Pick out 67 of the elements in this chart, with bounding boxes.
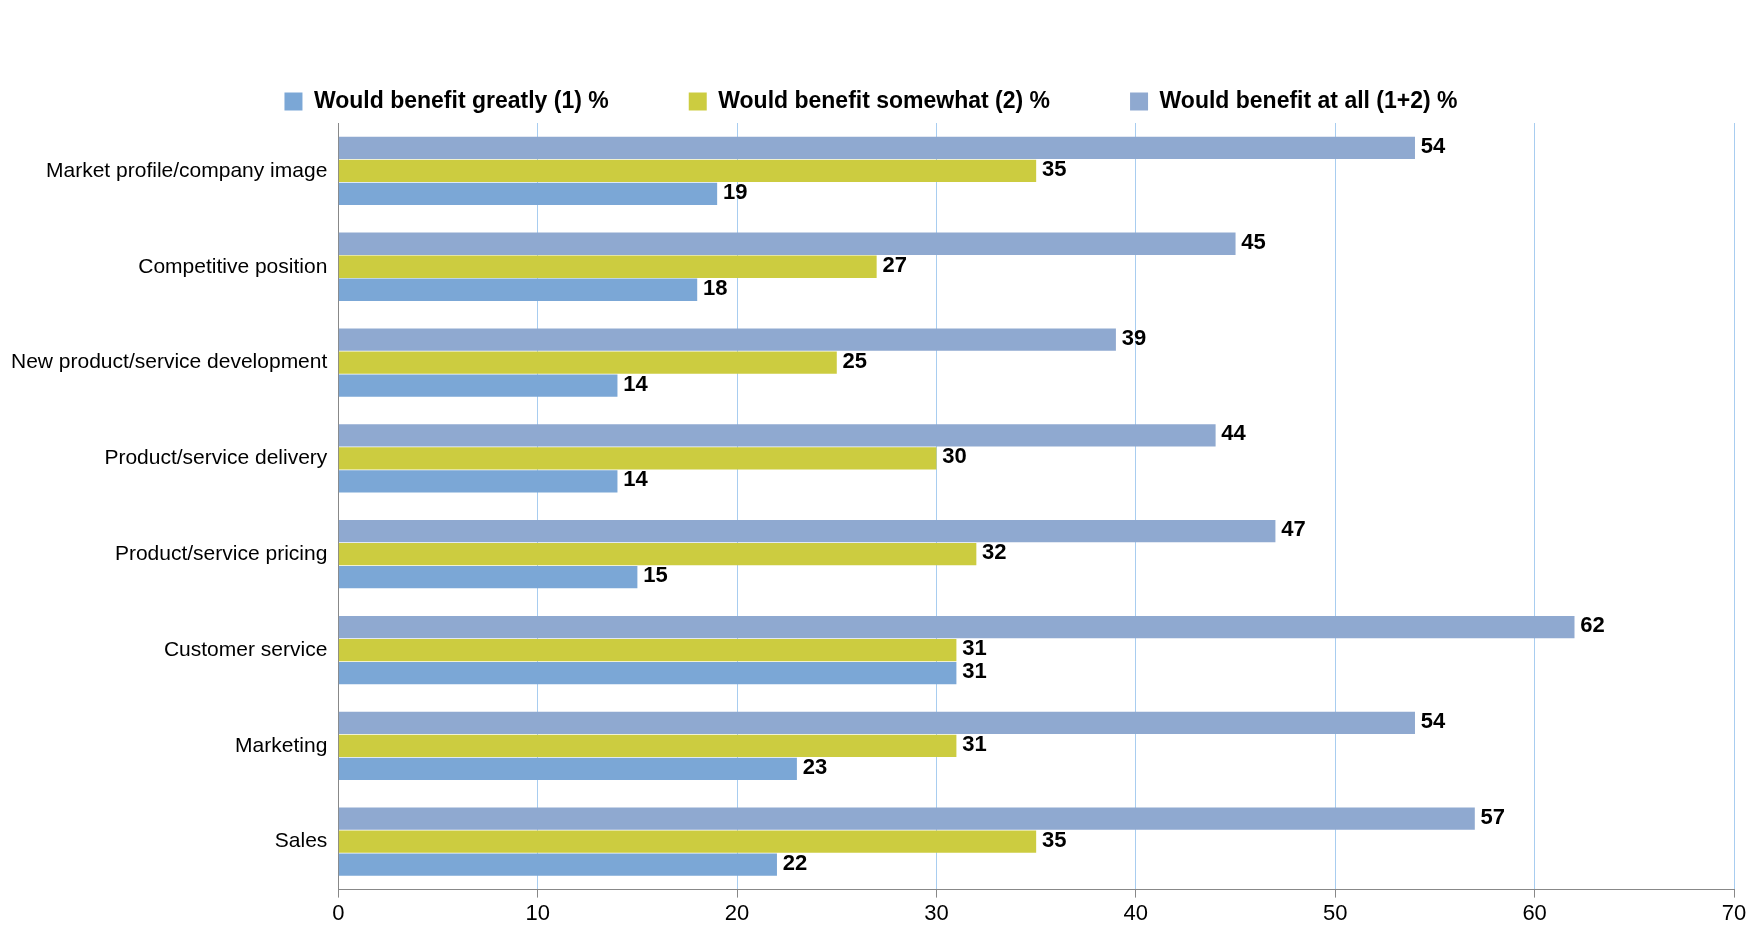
legend-label: Would benefit greatly (1) % xyxy=(313,86,609,113)
x-tick-label: 30 xyxy=(924,899,949,925)
data-label: 19 xyxy=(722,178,748,204)
bar xyxy=(338,255,877,278)
bar xyxy=(338,734,957,758)
bar xyxy=(338,853,777,876)
bar xyxy=(338,374,618,397)
y-tick-label: Product/service pricing xyxy=(114,541,328,565)
data-label: 14 xyxy=(623,370,649,396)
data-label: 31 xyxy=(962,635,987,661)
bar xyxy=(338,615,1575,639)
bar xyxy=(338,520,1276,543)
x-tick-label: 10 xyxy=(525,899,550,925)
bar xyxy=(338,328,1116,351)
bar xyxy=(338,807,1475,830)
data-label: 27 xyxy=(882,251,907,277)
data-label: 22 xyxy=(782,849,808,875)
bar xyxy=(338,136,1415,160)
bar xyxy=(338,638,957,662)
y-tick-label: Customer service xyxy=(163,636,328,660)
legend-label: Would benefit at all (1+2) % xyxy=(1159,86,1458,113)
bar xyxy=(338,447,937,470)
x-tick-label: 40 xyxy=(1123,899,1149,925)
data-label: 39 xyxy=(1121,324,1147,350)
y-tick-label: Sales xyxy=(274,828,328,852)
x-tick-label: 50 xyxy=(1322,899,1348,925)
data-label: 32 xyxy=(982,539,1007,565)
data-label: 23 xyxy=(802,753,828,779)
y-tick-label: New product/service development xyxy=(10,349,328,373)
x-tick-label: 70 xyxy=(1721,899,1747,925)
bar xyxy=(338,830,1037,853)
data-label: 54 xyxy=(1420,132,1446,158)
bar xyxy=(338,232,1236,255)
data-label: 44 xyxy=(1221,420,1247,446)
bar xyxy=(338,159,1037,183)
data-label: 30 xyxy=(942,443,967,469)
y-tick-label: Competitive position xyxy=(138,253,328,277)
data-label: 18 xyxy=(702,274,728,300)
data-label: 31 xyxy=(962,658,987,684)
bar xyxy=(338,566,638,589)
y-tick-label: Market profile/company image xyxy=(46,157,328,181)
bar xyxy=(338,711,1415,735)
bar xyxy=(338,424,1216,447)
x-tick-label: 20 xyxy=(724,899,750,925)
data-label: 14 xyxy=(623,466,649,492)
data-label: 54 xyxy=(1420,707,1446,733)
bar xyxy=(338,278,698,301)
bar xyxy=(338,661,957,685)
bar xyxy=(338,351,837,374)
data-label: 25 xyxy=(842,347,868,373)
data-label: 57 xyxy=(1480,803,1506,829)
bar xyxy=(338,543,977,566)
x-tick-label: 60 xyxy=(1522,899,1547,925)
bar xyxy=(338,470,618,493)
data-label: 47 xyxy=(1281,516,1306,542)
data-label: 35 xyxy=(1041,826,1067,852)
bar xyxy=(338,757,797,781)
data-label: 62 xyxy=(1580,612,1605,638)
y-tick-label: Product/service delivery xyxy=(104,445,328,469)
data-label: 35 xyxy=(1041,155,1067,181)
data-label: 15 xyxy=(643,562,668,588)
data-label: 31 xyxy=(962,730,987,756)
data-label: 45 xyxy=(1241,228,1266,254)
legend-label: Would benefit somewhat (2) % xyxy=(718,86,1051,113)
x-tick-label: 0 xyxy=(332,899,345,925)
y-tick-label: Marketing xyxy=(235,732,328,756)
bar xyxy=(338,182,718,206)
